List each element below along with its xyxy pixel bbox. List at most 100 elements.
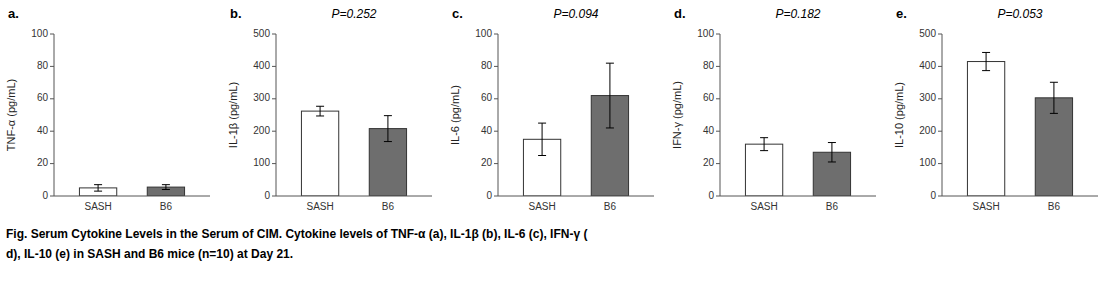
marks xyxy=(745,138,850,196)
error-stem xyxy=(542,123,543,155)
y-tick xyxy=(50,66,54,67)
error-bar xyxy=(94,185,102,191)
y-tick xyxy=(716,98,720,99)
x-axis-line xyxy=(276,196,432,197)
y-tick xyxy=(494,131,498,132)
y-tick-label: 0 xyxy=(930,190,936,201)
error-bar xyxy=(982,52,990,70)
y-tick xyxy=(50,131,54,132)
y-tick-label: 80 xyxy=(481,60,493,71)
y-tick xyxy=(716,163,720,164)
y-tick xyxy=(938,163,942,164)
p-value: P=0.094 xyxy=(553,7,598,21)
error-stem xyxy=(320,106,321,116)
error-cap xyxy=(760,150,768,151)
error-cap xyxy=(538,123,546,124)
panel-label: e. xyxy=(896,6,907,21)
y-tick xyxy=(272,34,276,35)
y-tick-label: 0 xyxy=(264,190,270,201)
panel: 020406080100SASHB6IFN-γ (pg/mL)d.P=0.182 xyxy=(671,6,876,212)
error-stem xyxy=(986,52,987,70)
y-tick xyxy=(50,163,54,164)
y-tick-label: 0 xyxy=(486,190,492,201)
x-tick-label: B6 xyxy=(1048,201,1061,212)
y-axis-label: TNF-α (pg/mL) xyxy=(5,79,17,151)
p-value: P=0.182 xyxy=(775,7,820,21)
error-bar xyxy=(162,185,170,190)
p-value: P=0.053 xyxy=(997,7,1042,21)
y-tick-label: 20 xyxy=(37,157,49,168)
panel: 0100200300400500SASHB6IL-1β (pg/mL)b.P=0… xyxy=(227,6,432,212)
y-tick-label: 100 xyxy=(919,157,936,168)
y-axis-label: IFN-γ (pg/mL) xyxy=(671,81,683,149)
p-value: P=0.252 xyxy=(331,7,376,21)
panel: 020406080100SASHB6IL-6 (pg/mL)c.P=0.094 xyxy=(449,6,654,212)
caption: d), IL-10 (e) in SASH and B6 mice (n=10)… xyxy=(6,247,293,261)
marks xyxy=(79,185,184,196)
error-bar xyxy=(538,123,546,155)
x-axis-line xyxy=(942,196,1098,197)
y-axis-label: IL-10 (pg/mL) xyxy=(893,82,905,148)
y-tick xyxy=(494,163,498,164)
y-axis-line xyxy=(498,34,499,196)
y-axis-label: IL-6 (pg/mL) xyxy=(449,85,461,145)
x-tick-label: SASH xyxy=(750,201,777,212)
error-cap xyxy=(1050,82,1058,83)
bar xyxy=(301,111,338,196)
x-tick-label: SASH xyxy=(84,201,111,212)
y-tick-label: 100 xyxy=(697,28,714,39)
error-cap xyxy=(538,155,546,156)
y-tick xyxy=(716,34,720,35)
y-tick xyxy=(938,196,942,197)
marks xyxy=(301,106,406,196)
y-tick xyxy=(272,98,276,99)
bar xyxy=(967,62,1004,196)
error-cap xyxy=(94,184,102,185)
error-stem xyxy=(1053,82,1054,113)
error-cap xyxy=(982,52,990,53)
y-axis-line xyxy=(276,34,277,196)
y-tick xyxy=(50,196,54,197)
error-stem xyxy=(165,185,166,190)
y-tick-label: 300 xyxy=(919,92,936,103)
x-tick-label: B6 xyxy=(382,201,395,212)
error-cap xyxy=(162,184,170,185)
x-tick-label: B6 xyxy=(604,201,617,212)
error-bar xyxy=(1050,82,1058,113)
marks xyxy=(523,63,628,196)
y-tick-label: 100 xyxy=(253,157,270,168)
panel-label: b. xyxy=(230,6,242,21)
marks xyxy=(967,52,1072,196)
y-tick-label: 100 xyxy=(475,28,492,39)
y-tick-label: 20 xyxy=(703,157,715,168)
y-tick-label: 100 xyxy=(31,28,48,39)
error-stem xyxy=(764,138,765,151)
x-tick-label: SASH xyxy=(306,201,333,212)
panel-label: c. xyxy=(452,6,463,21)
error-cap xyxy=(1050,113,1058,114)
y-tick xyxy=(272,163,276,164)
y-tick xyxy=(938,131,942,132)
panel-label: d. xyxy=(674,6,686,21)
figure: 020406080100SASHB6TNF-α (pg/mL)a.0100200… xyxy=(0,0,1110,287)
y-tick-label: 200 xyxy=(919,125,936,136)
y-tick-label: 500 xyxy=(253,28,270,39)
error-cap xyxy=(316,115,324,116)
y-tick-label: 40 xyxy=(481,125,493,136)
error-cap xyxy=(606,63,614,64)
y-tick xyxy=(494,196,498,197)
error-cap xyxy=(760,137,768,138)
x-tick-label: SASH xyxy=(528,201,555,212)
y-tick xyxy=(494,66,498,67)
error-bar xyxy=(316,106,324,116)
y-tick-label: 20 xyxy=(481,157,493,168)
y-axis-line xyxy=(54,34,55,196)
y-axis-label: IL-1β (pg/mL) xyxy=(227,82,239,148)
error-cap xyxy=(316,106,324,107)
error-cap xyxy=(828,161,836,162)
error-stem xyxy=(387,116,388,142)
x-tick-label: B6 xyxy=(826,201,839,212)
y-tick xyxy=(272,131,276,132)
y-tick xyxy=(50,98,54,99)
panel-label: a. xyxy=(8,6,19,21)
